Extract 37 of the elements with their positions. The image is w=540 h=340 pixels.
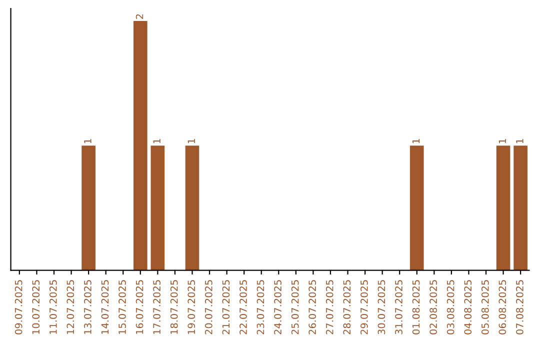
x-tick-label: 28.07.2025 (343, 280, 351, 334)
x-tick-label: 31.07.2025 (395, 280, 402, 334)
x-tick-label: 11.07.2025 (49, 280, 57, 334)
x-tick-label: 12.07.2025 (66, 280, 74, 334)
x-tick-label: 01.08.2025 (412, 280, 420, 334)
x-tick-label: 19.07.2025 (188, 280, 196, 334)
x-tick-label: 09.07.2025 (14, 280, 22, 334)
data-label: 1 (188, 138, 195, 144)
data-label: 1 (516, 138, 524, 144)
x-tick-label: 21.07.2025 (222, 280, 230, 334)
x-tick-label: 15.07.2025 (118, 280, 126, 334)
x-tick-label: 24.07.2025 (274, 280, 282, 334)
x-tick-label: 26.07.2025 (308, 280, 316, 334)
data-label: 2 (136, 14, 144, 19)
data-label: 1 (498, 138, 506, 144)
x-tick-label: 17.07.2025 (153, 280, 160, 334)
x-tick-label: 20.07.2025 (204, 280, 212, 334)
x-tick-label: 16.07.2025 (136, 280, 144, 334)
data-label: 1 (84, 138, 92, 144)
x-tick-label: 13.07.2025 (84, 280, 92, 334)
x-tick-label: 02.08.2025 (430, 280, 437, 334)
x-tick-label: 04.08.2025 (464, 280, 472, 334)
data-label: 1 (412, 138, 420, 144)
x-tick-label: 07.08.2025 (516, 280, 524, 334)
x-tick-label: 30.07.2025 (378, 280, 386, 334)
x-tick-label: 25.07.2025 (291, 280, 299, 334)
x-tick-label: 05.08.2025 (481, 280, 489, 334)
x-tick-label: 23.07.2025 (256, 280, 264, 334)
x-tick-label: 27.07.2025 (326, 280, 334, 334)
x-tick-label: 22.07.2025 (240, 280, 247, 334)
x-tick-label: 18.07.2025 (170, 280, 178, 334)
x-tick-label: 29.07.2025 (360, 280, 368, 334)
x-tick-label: 10.07.2025 (32, 280, 40, 334)
data-label: 1 (153, 138, 160, 144)
x-tick-label: 14.07.2025 (101, 280, 109, 334)
x-tick-label: 03.08.2025 (446, 280, 454, 334)
x-tick-label: 06.08.2025 (498, 280, 506, 334)
